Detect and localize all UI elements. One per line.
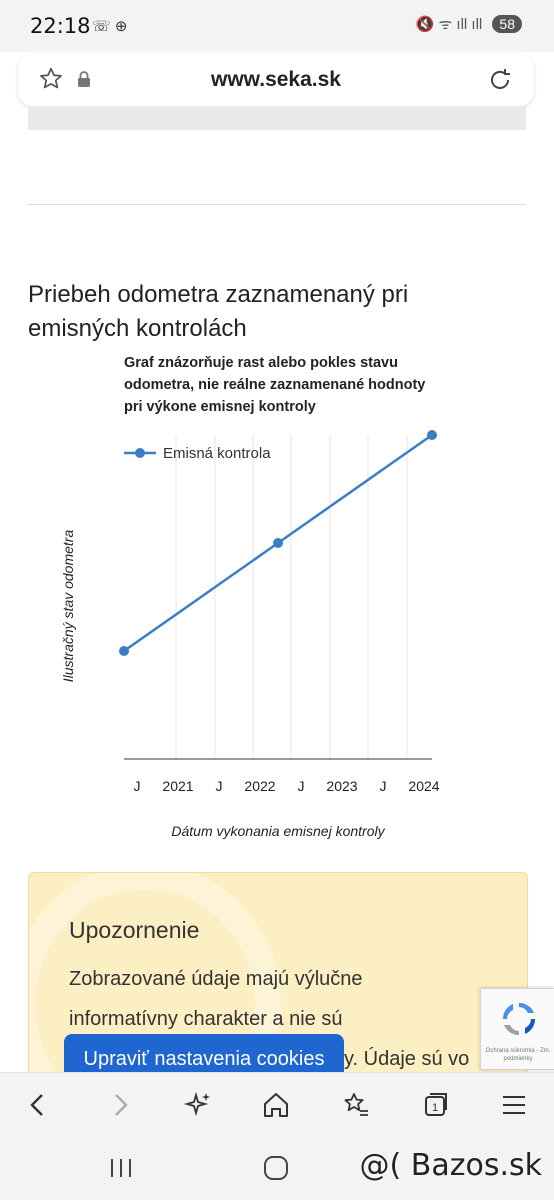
status-time: 22:18 <box>30 14 91 38</box>
battery-icon: 58 <box>492 15 522 33</box>
recent-apps-icon[interactable] <box>108 1156 134 1180</box>
sparkle-icon[interactable] <box>182 1089 214 1121</box>
warning-text: Zobrazované údaje majú výlučne informatí… <box>69 959 509 1079</box>
notification-icons: ☏ ⊕ <box>92 18 128 35</box>
chart-grid <box>175 435 408 759</box>
y-axis-label: Ilustračný stav odometra <box>60 530 76 683</box>
svg-text:1: 1 <box>432 1102 438 1114</box>
recaptcha-badge[interactable]: Ochrana súkromia - Zm. podmienky <box>480 988 554 1070</box>
system-nav-bar: @( Bazos.sk <box>0 1136 554 1200</box>
legend-label: Emisná kontrola <box>163 445 271 462</box>
menu-icon[interactable] <box>498 1089 530 1121</box>
system-icons: 🔇 ᯤ ıll ıll 58 <box>416 14 522 34</box>
home-icon[interactable] <box>260 1089 292 1121</box>
x-axis-label: Dátum vykonania emisnej kontroly <box>171 823 385 839</box>
x-tick-labels: J 2021 J 2022 J 2023 J 2024 <box>134 778 440 794</box>
signal-icons: 🔇 ᯤ ıll ıll <box>415 16 483 33</box>
data-point[interactable] <box>427 430 437 440</box>
bookmarks-icon[interactable] <box>340 1089 372 1121</box>
x-tick-label: J <box>134 778 141 794</box>
forward-icon[interactable] <box>104 1089 136 1121</box>
back-icon[interactable] <box>22 1089 54 1121</box>
reload-icon[interactable] <box>486 66 514 94</box>
data-point[interactable] <box>119 646 129 656</box>
url-text[interactable]: www.seka.sk <box>211 68 341 91</box>
series-emisna-kontrola <box>119 430 437 656</box>
x-tick-label: 2022 <box>244 778 275 794</box>
x-tick-label: 2023 <box>326 778 357 794</box>
content-block-gray <box>28 106 526 130</box>
x-tick-label: J <box>298 778 305 794</box>
odometer-chart: J 2021 J 2022 J 2023 J 2024 Emisná kontrola Ilu… <box>60 430 440 839</box>
lock-icon <box>78 71 90 87</box>
watermark: @( Bazos.sk <box>359 1148 542 1183</box>
x-tick-label: J <box>216 778 223 794</box>
legend-marker <box>135 448 145 458</box>
browser-toolbar: 1 <box>0 1072 554 1137</box>
recaptcha-icon <box>502 1002 536 1036</box>
home-nav-icon[interactable] <box>264 1156 288 1180</box>
bookmark-star-icon[interactable] <box>38 66 64 92</box>
tabs-icon[interactable]: 1 <box>420 1089 452 1121</box>
warning-line: informatívny charakter a nie sú <box>69 1008 343 1030</box>
x-tick-label: 2021 <box>162 778 193 794</box>
address-bar[interactable]: www.seka.sk <box>18 54 534 106</box>
status-bar: 22:18 ☏ ⊕ 🔇 ᯤ ıll ıll 58 <box>0 0 554 52</box>
warning-line: y. Údaje sú vo <box>344 1048 470 1070</box>
x-tick-label: 2024 <box>408 778 439 794</box>
data-point[interactable] <box>273 538 283 548</box>
divider <box>28 204 526 205</box>
legend: Emisná kontrola <box>124 445 271 462</box>
recaptcha-text: Ochrana súkromia - Zm. podmienky <box>485 1048 551 1062</box>
warning-title: Upozornenie <box>69 917 200 943</box>
section-title: Priebeh odometra zaznamenaný pri emisnýc… <box>28 280 409 342</box>
warning-line: Zobrazované údaje majú výlučne <box>69 968 363 990</box>
x-tick-label: J <box>380 778 387 794</box>
chart-title: Graf znázorňuje rast alebo pokles stavu … <box>124 355 426 415</box>
